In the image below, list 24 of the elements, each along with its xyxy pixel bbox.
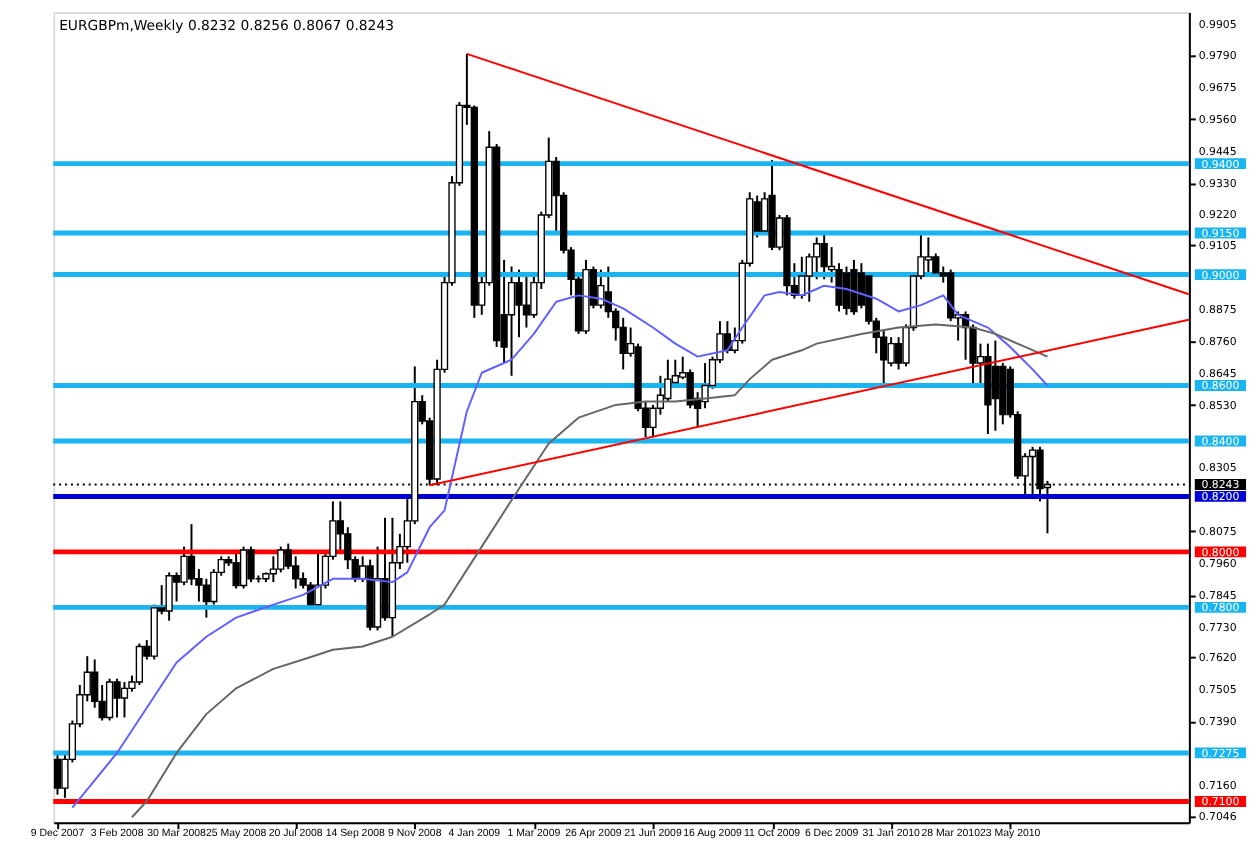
candlestick [135,642,144,686]
candlestick [232,548,240,590]
candlestick [105,677,114,722]
candlestick [53,751,62,796]
candlestick [113,677,121,719]
candlestick [522,274,531,329]
candlestick [850,258,858,316]
candlestick [381,516,389,622]
candlestick [239,545,248,590]
candlestick [269,555,277,584]
candlestick [924,236,933,277]
candlestick [991,339,999,432]
candlestick [120,680,129,719]
candlestick [165,571,173,622]
candlestick [619,316,627,371]
candlestick [507,265,516,377]
candlestick [202,577,210,619]
candlestick [894,336,903,371]
candlestick [277,545,285,574]
candlestick [842,265,851,316]
candlestick [820,233,828,281]
candlestick [247,545,255,584]
candlestick [597,268,605,310]
candlestick [515,268,523,339]
